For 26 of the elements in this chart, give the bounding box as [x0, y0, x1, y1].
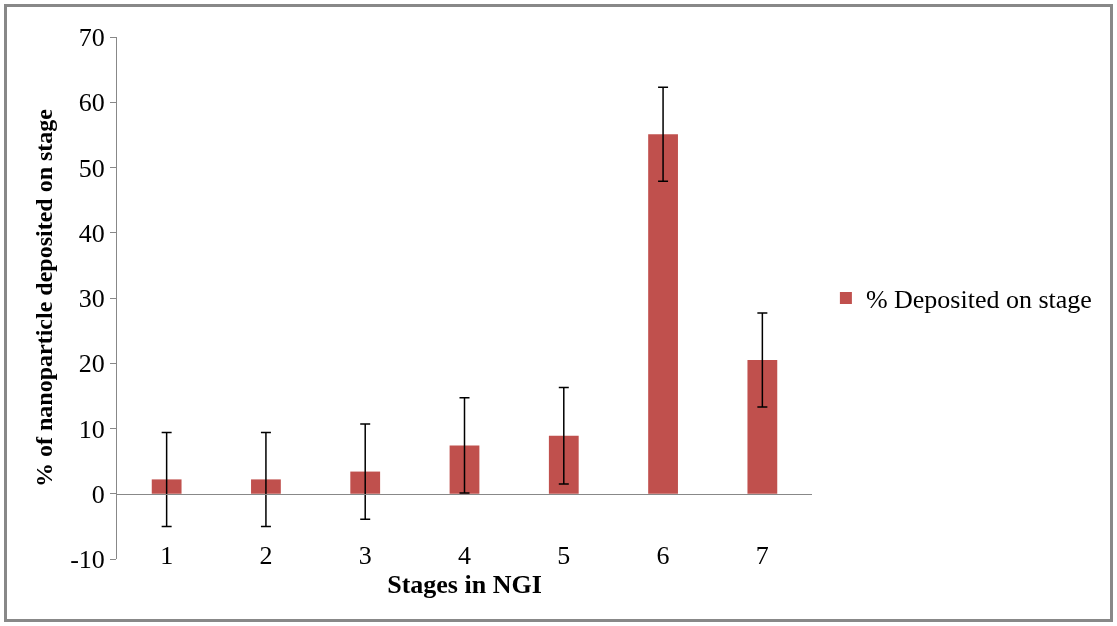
y-tick-label: 30 — [78, 284, 105, 314]
y-tick-label: -10 — [70, 545, 105, 575]
bar — [648, 134, 678, 494]
y-tick-label: 0 — [91, 479, 105, 509]
x-tick-label: 5 — [557, 540, 571, 570]
bar — [251, 479, 281, 494]
y-tick-label: 60 — [78, 88, 105, 118]
bar — [747, 359, 778, 494]
x-tick-label: 6 — [656, 540, 670, 570]
bar — [350, 471, 381, 494]
bar — [151, 479, 182, 494]
bar — [449, 445, 480, 494]
x-tick-label: 7 — [755, 540, 769, 570]
y-tick-label: 70 — [78, 23, 105, 53]
y-axis-title: % of nanoparticle deposited on stage — [31, 108, 58, 487]
x-tick-label: 3 — [358, 540, 372, 570]
x-tick-label: 1 — [160, 540, 174, 570]
x-tick-label: 4 — [458, 540, 471, 570]
y-tick-label: 50 — [78, 153, 105, 183]
y-tick-label: 10 — [78, 414, 105, 444]
y-tick-label: 20 — [78, 349, 105, 379]
legend-label: % Deposited on stage — [865, 285, 1092, 315]
bar — [548, 435, 579, 494]
x-axis-title: Stages in NGI — [387, 569, 542, 599]
x-tick-label: 2 — [259, 540, 273, 570]
y-tick-label: 40 — [78, 218, 105, 248]
